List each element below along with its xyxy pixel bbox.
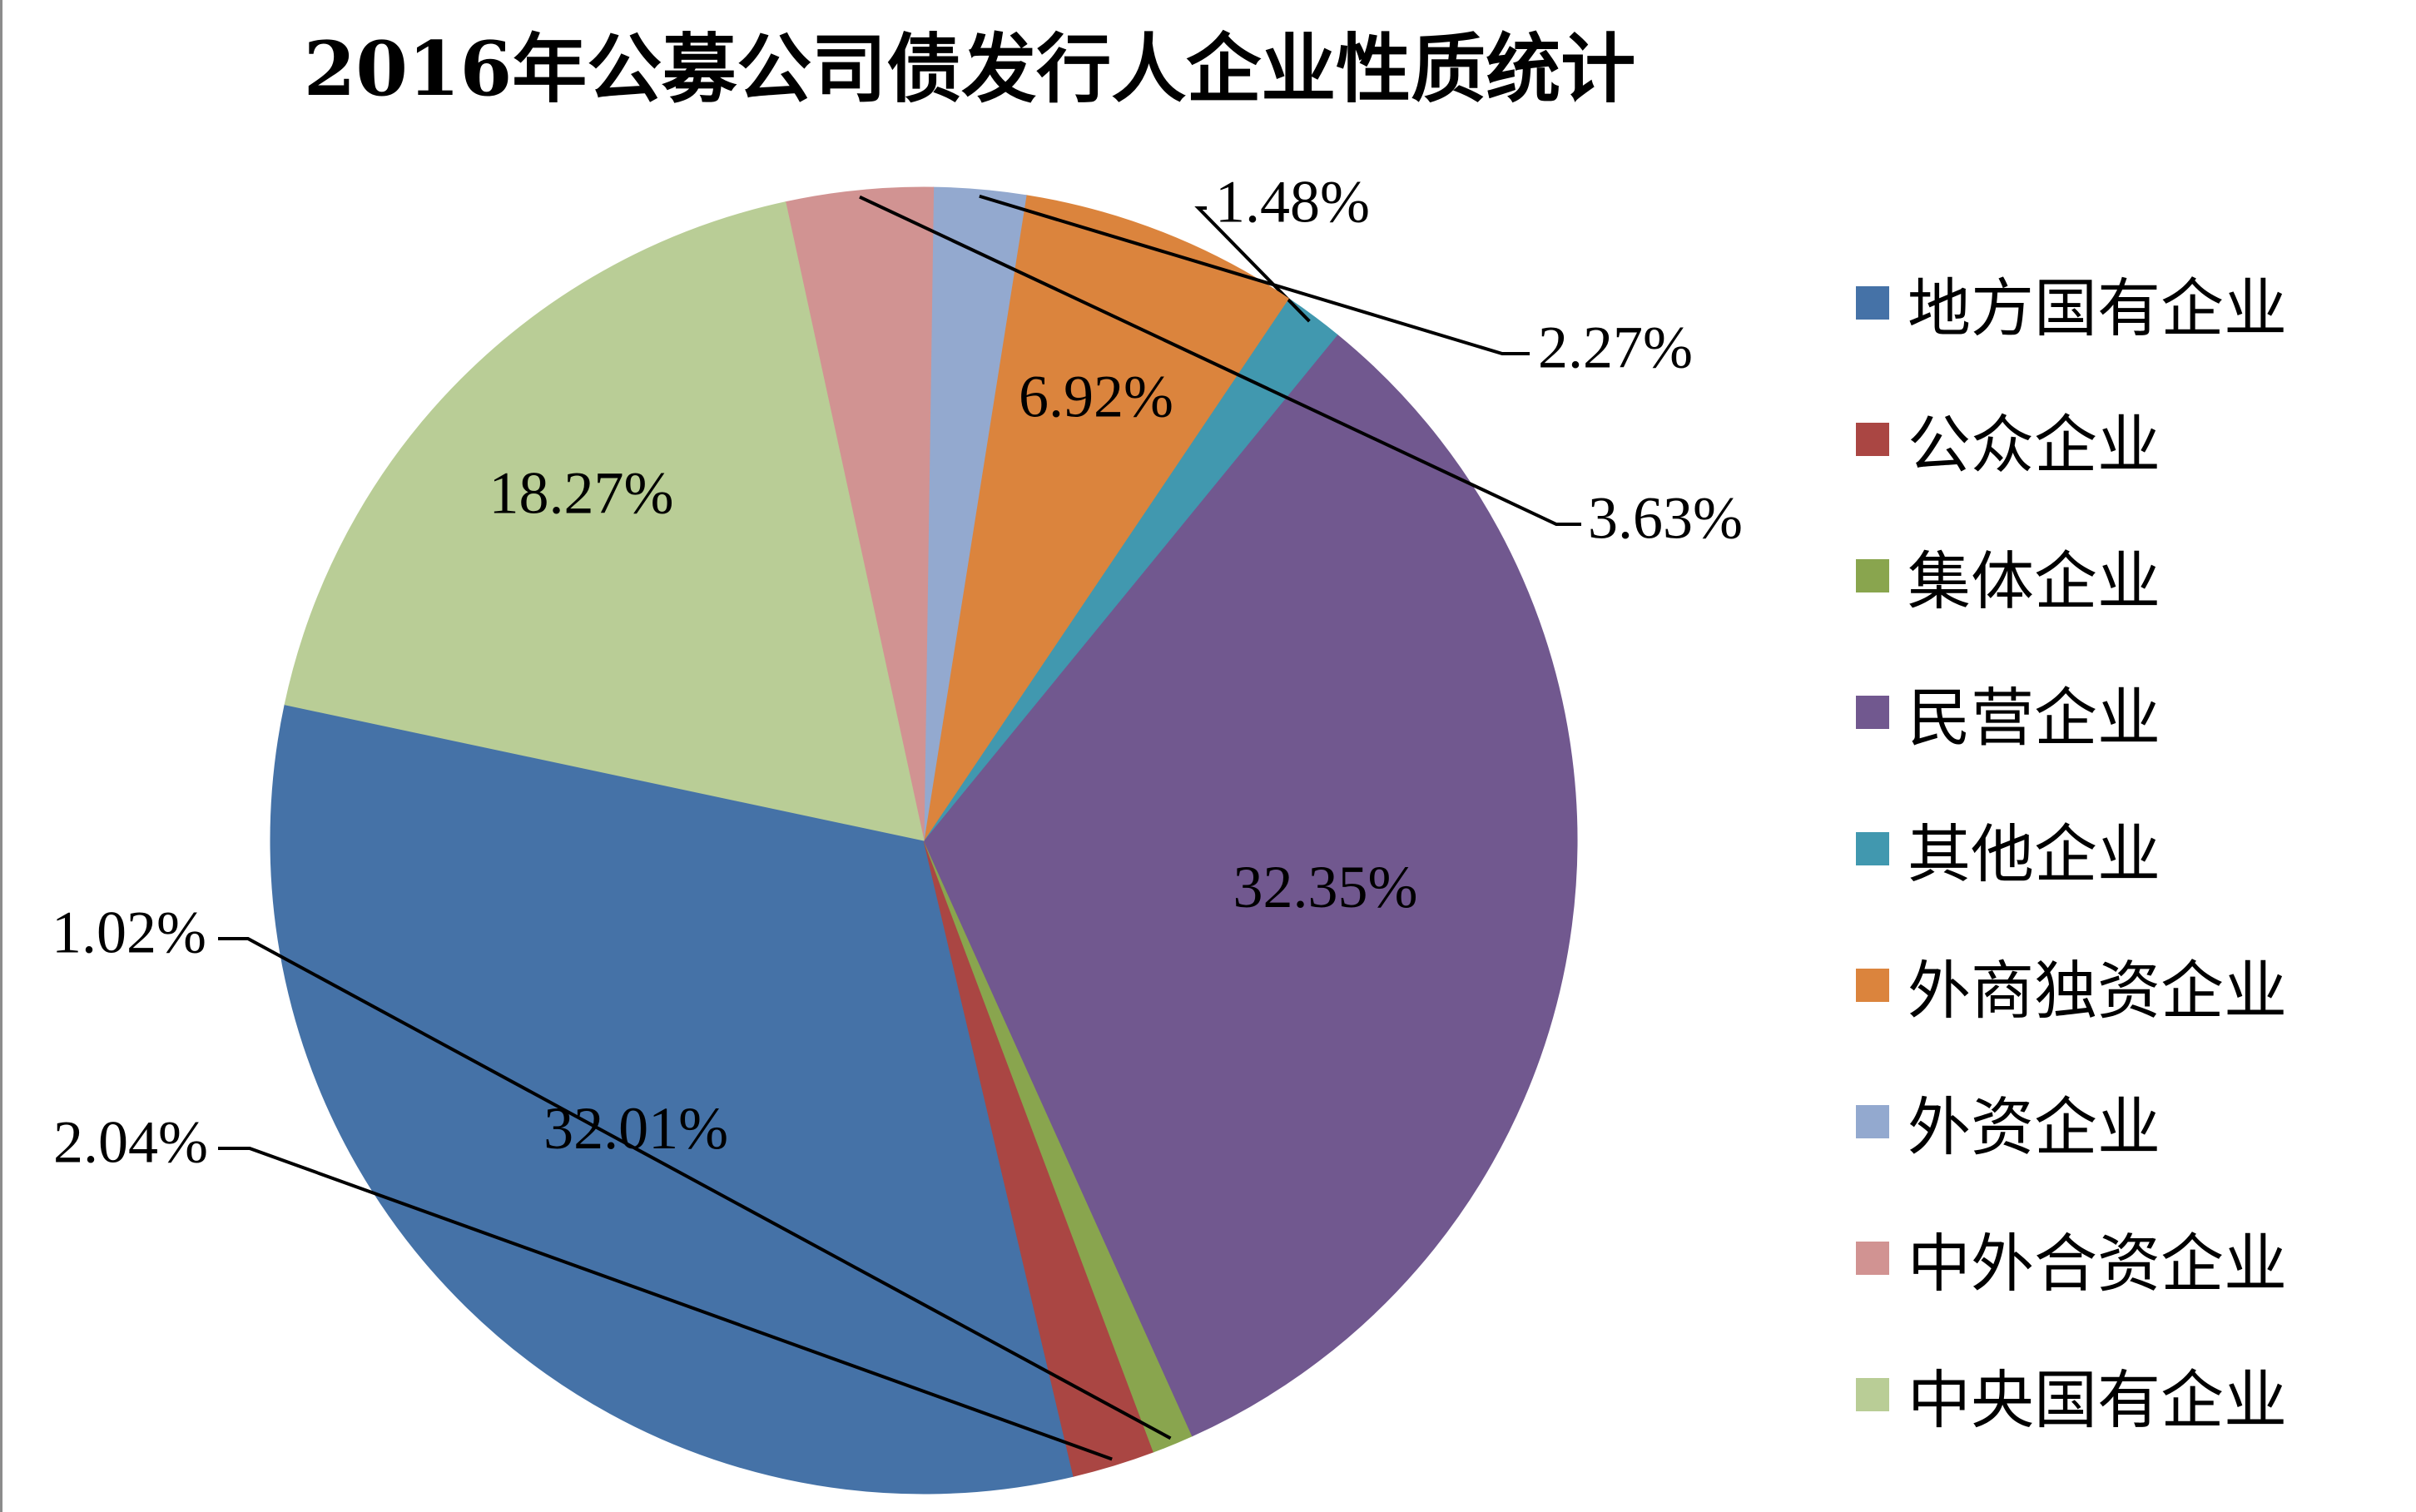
data-label-1: 2.04% (53, 1109, 208, 1176)
data-label-8: 18.27% (489, 460, 673, 527)
legend-swatch-7 (1856, 1242, 1889, 1275)
legend: 地方国有企业 公众企业集体企业民营企业其他企业外商独资企业 外资企业中外合资企业 中央… (1856, 235, 2405, 1463)
legend-item-3: 民营企业 (1856, 644, 2405, 781)
leader-line-1 (218, 1147, 1113, 1461)
legend-swatch-8 (1856, 1378, 1889, 1411)
legend-label-6: 外资企业 (1907, 1090, 2161, 1164)
data-label-2: 1.02% (52, 900, 206, 966)
legend-label-5: 外商独资企业 (1907, 954, 2287, 1028)
legend-item-4: 其他企业 (1856, 781, 2405, 917)
data-label-4: 1.48% (1215, 169, 1370, 235)
legend-item-0: 地方国有企业 (1856, 235, 2405, 371)
legend-item-2: 集体企业 (1856, 508, 2405, 644)
data-label-6: 2.27% (1538, 315, 1693, 381)
legend-swatch-3 (1856, 696, 1889, 729)
pie-slice-8 (284, 201, 925, 841)
pie-slice-0 (270, 704, 1074, 1495)
legend-swatch-4 (1856, 832, 1889, 865)
pie-slice-3 (923, 334, 1578, 1437)
legend-label-7: 中外合资企业 (1907, 1227, 2287, 1301)
legend-item-6: 外资企业 (1856, 1053, 2405, 1190)
legend-label-8: 中央国有企业 (1907, 1363, 2287, 1437)
leader-line-6 (979, 194, 1530, 355)
legend-item-7: 中外合资企业 (1856, 1190, 2405, 1326)
legend-swatch-1 (1856, 423, 1889, 456)
chart-title: 2016年公募公司债发行人企业性质统计 (303, 25, 1636, 113)
data-label-5: 6.92% (1019, 364, 1173, 430)
data-label-3: 32.35% (1233, 854, 1418, 920)
legend-item-5: 外商独资企业 (1856, 917, 2405, 1053)
legend-item-8: 中央国有企业 (1856, 1326, 2405, 1463)
legend-label-3: 民营企业 (1907, 681, 2161, 755)
data-label-0: 32.01% (543, 1095, 728, 1162)
legend-label-4: 其他企业 (1907, 817, 2161, 891)
legend-label-1: 公众企业 (1907, 408, 2161, 482)
legend-swatch-0 (1856, 286, 1889, 320)
leader-line-7 (859, 195, 1581, 526)
legend-swatch-5 (1856, 969, 1889, 1002)
leader-line-2 (218, 937, 1172, 1440)
legend-label-2: 集体企业 (1907, 544, 2161, 618)
data-label-7: 3.63% (1588, 485, 1743, 552)
legend-swatch-6 (1856, 1105, 1889, 1138)
left-border (0, 0, 2, 1512)
legend-item-1: 公众企业 (1856, 371, 2405, 508)
legend-label-0: 地方国有企业 (1907, 271, 2287, 345)
legend-swatch-2 (1856, 559, 1889, 592)
